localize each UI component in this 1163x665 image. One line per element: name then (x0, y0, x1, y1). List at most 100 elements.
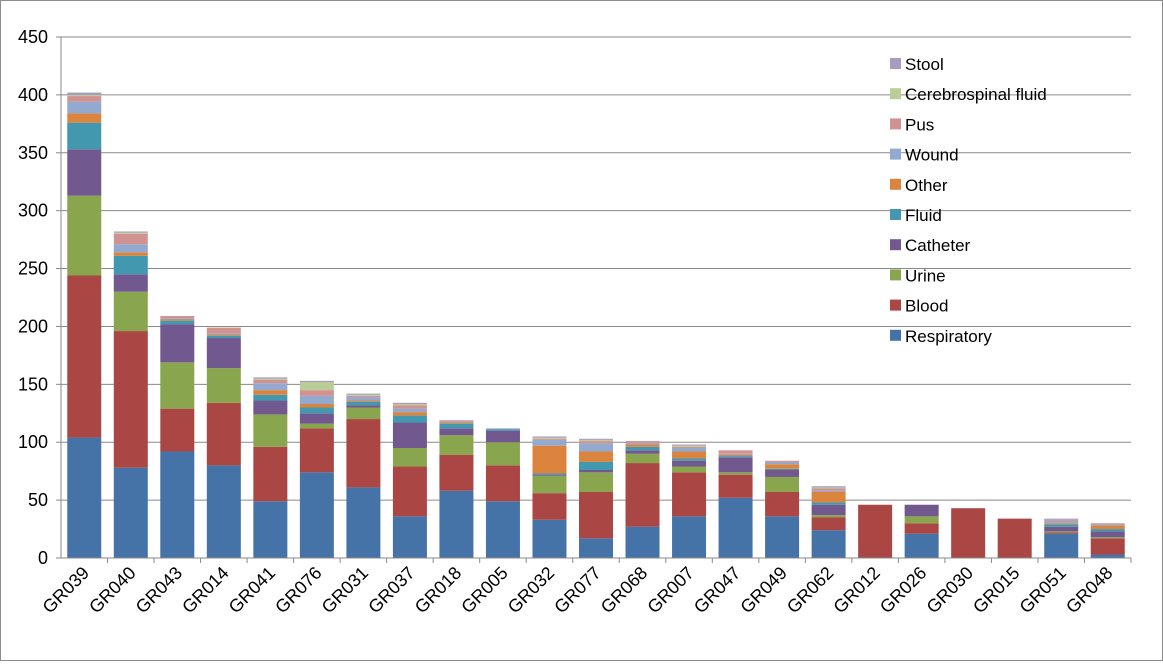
bar-segment[interactable] (206, 327, 241, 334)
bar-segment[interactable] (346, 394, 381, 396)
bar-segment[interactable] (346, 419, 381, 488)
bar-segment[interactable] (1044, 531, 1079, 533)
bar-segment[interactable] (439, 490, 474, 558)
legend-entry[interactable]: Pus (890, 115, 934, 134)
bar-segment[interactable] (113, 232, 148, 234)
bar-segment[interactable] (485, 429, 520, 431)
bar-segment[interactable] (67, 195, 102, 276)
bar-segment[interactable] (532, 436, 567, 438)
bar-segment[interactable] (113, 231, 148, 233)
bar-segment[interactable] (765, 460, 800, 462)
bar-segment[interactable] (904, 516, 939, 524)
bar-segment[interactable] (672, 445, 707, 447)
bar-segment[interactable] (579, 470, 613, 473)
bar-segment[interactable] (206, 465, 241, 558)
bar-segment[interactable] (532, 445, 567, 474)
bar-segment[interactable] (904, 523, 939, 534)
bar-segment[interactable] (160, 362, 195, 409)
bar-segment[interactable] (346, 401, 381, 406)
bar-segment[interactable] (392, 415, 427, 423)
bar-segment[interactable] (532, 439, 567, 446)
bar-segment[interactable] (579, 439, 613, 442)
bar-segment[interactable] (1044, 518, 1079, 520)
bar-segment[interactable] (625, 441, 660, 444)
bar-segment[interactable] (253, 394, 288, 401)
bar-segment[interactable] (392, 405, 427, 409)
bar-segment[interactable] (392, 422, 427, 449)
bar-segment[interactable] (625, 463, 660, 527)
bar-segment[interactable] (765, 464, 800, 469)
bar-segment[interactable] (392, 408, 427, 413)
bar-segment[interactable] (160, 324, 195, 363)
bar-segment[interactable] (439, 428, 474, 436)
bar-segment[interactable] (299, 472, 334, 558)
bar-segment[interactable] (625, 526, 660, 558)
bar-segment[interactable] (253, 390, 288, 395)
bar-segment[interactable] (299, 413, 334, 424)
bar-segment[interactable] (1090, 524, 1125, 526)
bar-segment[interactable] (346, 397, 381, 401)
bar-segment[interactable] (579, 441, 613, 444)
bar-segment[interactable] (67, 113, 102, 123)
bar-segment[interactable] (718, 453, 753, 455)
bar-segment[interactable] (532, 474, 567, 476)
legend-entry[interactable]: Stool (890, 55, 944, 74)
bar-segment[interactable] (206, 335, 241, 339)
bar-segment[interactable] (346, 487, 381, 558)
bar-segment[interactable] (67, 101, 102, 114)
bar-segment[interactable] (299, 390, 334, 396)
bar-segment[interactable] (346, 400, 381, 402)
bar-segment[interactable] (253, 379, 288, 384)
legend-entry[interactable]: Blood (890, 297, 948, 316)
bar-segment[interactable] (392, 516, 427, 558)
bar-segment[interactable] (299, 380, 334, 383)
bar-segment[interactable] (67, 94, 102, 97)
bar-segment[interactable] (811, 515, 846, 518)
bar-segment[interactable] (67, 96, 102, 102)
bar-segment[interactable] (1090, 554, 1125, 558)
bar-segment[interactable] (625, 443, 660, 445)
bar-segment[interactable] (392, 402, 427, 405)
bar-segment[interactable] (811, 530, 846, 558)
bar-segment[interactable] (392, 412, 427, 416)
bar-segment[interactable] (904, 533, 939, 558)
bar-segment[interactable] (718, 456, 753, 458)
bar-segment[interactable] (392, 466, 427, 517)
bar-segment[interactable] (113, 331, 148, 468)
bar-segment[interactable] (672, 451, 707, 459)
legend-entry[interactable]: Urine (890, 266, 946, 285)
bar-segment[interactable] (951, 508, 986, 558)
bar-segment[interactable] (718, 457, 753, 473)
bar-segment[interactable] (997, 518, 1032, 558)
bar-segment[interactable] (811, 490, 846, 493)
bar-segment[interactable] (672, 472, 707, 517)
bar-segment[interactable] (625, 444, 660, 447)
bar-segment[interactable] (206, 402, 241, 466)
bar-segment[interactable] (113, 244, 148, 253)
bar-segment[interactable] (625, 450, 660, 454)
bar-segment[interactable] (346, 405, 381, 408)
bar-segment[interactable] (113, 233, 148, 245)
bar-segment[interactable] (672, 466, 707, 473)
bar-segment[interactable] (206, 368, 241, 403)
bar-segment[interactable] (579, 443, 613, 452)
bar-segment[interactable] (485, 430, 520, 443)
bar-segment[interactable] (765, 470, 800, 477)
bar-segment[interactable] (113, 255, 148, 275)
bar-segment[interactable] (1044, 533, 1079, 558)
bar-segment[interactable] (532, 437, 567, 439)
bar-segment[interactable] (485, 465, 520, 502)
bar-segment[interactable] (253, 446, 288, 502)
bar-segment[interactable] (765, 492, 800, 517)
bar-segment[interactable] (253, 383, 288, 391)
bar-segment[interactable] (1090, 523, 1125, 525)
bar-segment[interactable] (485, 428, 520, 430)
bar-segment[interactable] (672, 458, 707, 461)
bar-segment[interactable] (67, 149, 102, 196)
bar-segment[interactable] (1044, 519, 1079, 521)
bar-segment[interactable] (346, 393, 381, 395)
bar-segment[interactable] (485, 442, 520, 466)
bar-segment[interactable] (1090, 525, 1125, 530)
bar-segment[interactable] (392, 404, 427, 406)
bar-segment[interactable] (439, 421, 474, 423)
